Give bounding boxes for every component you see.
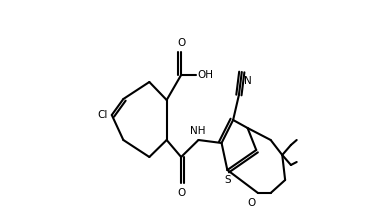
Text: N: N [244,76,252,86]
Text: Cl: Cl [97,110,107,120]
Text: O: O [247,198,256,208]
Text: OH: OH [198,70,214,80]
Text: NH: NH [190,126,205,136]
Text: O: O [177,189,185,198]
Text: O: O [177,38,185,48]
Text: S: S [224,175,231,185]
